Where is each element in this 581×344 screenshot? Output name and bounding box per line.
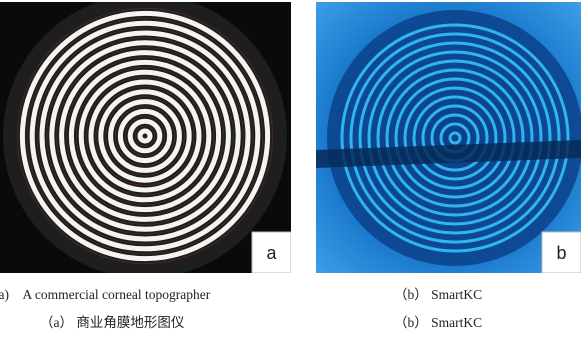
- figure: a b (a) A commercial corneal topographer…: [0, 0, 581, 344]
- badge: b: [556, 243, 566, 263]
- caption-en: （b） SmartKC: [394, 287, 482, 302]
- caption-zh: （a） 商业角膜地形图仪: [40, 315, 185, 330]
- badge: a: [266, 243, 277, 263]
- topographer-image: a: [0, 0, 291, 278]
- caption-zh: （b） SmartKC: [394, 315, 482, 330]
- smartkc-image: b: [316, 2, 581, 273]
- caption-en: (a) A commercial corneal topographer: [0, 287, 211, 302]
- figure-page: a b (a) A commercial corneal topographer…: [0, 0, 581, 344]
- disk: [327, 10, 581, 266]
